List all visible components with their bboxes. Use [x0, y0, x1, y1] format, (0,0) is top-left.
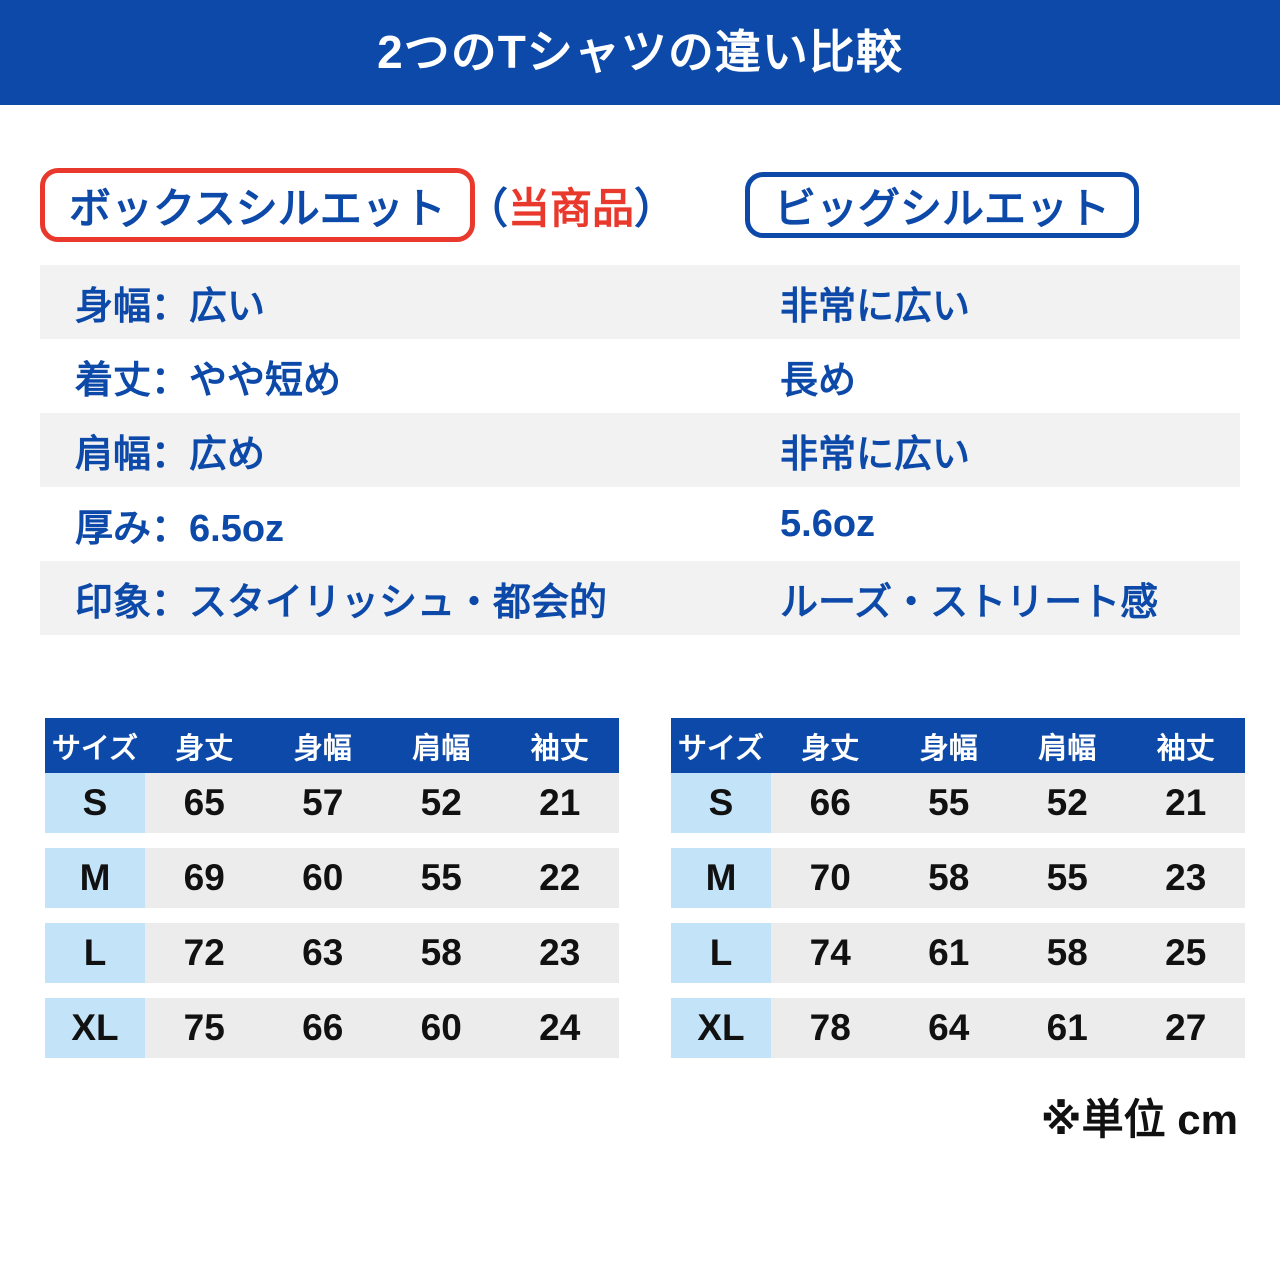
size-table-left-header: サイズ 身丈 身幅 肩幅 袖丈: [45, 718, 619, 773]
value-cell: 60: [263, 848, 382, 908]
size-table-left: サイズ 身丈 身幅 肩幅 袖丈 S 65 57 52 21 M 69 60 55…: [45, 718, 619, 1058]
size-row-l: L 74 61 58 25: [671, 923, 1245, 983]
size-cell: M: [671, 848, 771, 908]
note-text: 当商品: [508, 184, 635, 232]
value-cell: 21: [1126, 773, 1245, 833]
comparison-left-value: 厚み：6.5oz: [75, 507, 285, 550]
header-shoulder-width: 肩幅: [1038, 732, 1097, 765]
value-cell: 66: [771, 773, 890, 833]
comparison-row-shoulder-width: 肩幅：広め 非常に広い: [40, 413, 1240, 487]
product-right-name: ビッグシルエット: [774, 184, 1111, 232]
value-cell: 22: [500, 848, 619, 908]
comparison-right-value: 5.6oz: [780, 502, 876, 545]
value-cell: 55: [889, 773, 1008, 833]
comparison-left-value: 印象：スタイリッシュ・都会的: [75, 581, 608, 624]
value-cell: 24: [500, 998, 619, 1058]
comparison-right-value: 長め: [780, 359, 857, 402]
product-right-name-box: ビッグシルエット: [745, 172, 1140, 238]
title-banner: 2つのTシャツの違い比較: [0, 0, 1280, 105]
value-cell: 21: [500, 773, 619, 833]
product-label-row: ボックスシルエット （当商品） ビッグシルエット: [0, 168, 1280, 248]
value-cell: 74: [771, 923, 890, 983]
header-body-width: 身幅: [293, 732, 352, 765]
value-cell: 58: [1008, 923, 1127, 983]
value-cell: 70: [771, 848, 890, 908]
comparison-row-body-width: 身幅：広い 非常に広い: [40, 265, 1240, 339]
header-body-width: 身幅: [919, 732, 978, 765]
comparison-right-value: 非常に広い: [780, 285, 971, 328]
comparison-right-value: ルーズ・ストリート感: [780, 581, 1159, 624]
value-cell: 23: [1126, 848, 1245, 908]
comparison-row-thickness: 厚み：6.5oz 5.6oz: [40, 487, 1240, 561]
size-cell: L: [45, 923, 145, 983]
size-table-right-header: サイズ 身丈 身幅 肩幅 袖丈: [671, 718, 1245, 773]
comparison-right-value: 非常に広い: [780, 433, 971, 476]
product-left-note: （当商品）: [466, 168, 676, 242]
value-cell: 57: [263, 773, 382, 833]
page-title: 2つのTシャツの違い比較: [377, 26, 903, 78]
comparison-left-value: 着丈：やや短め: [75, 359, 342, 402]
header-size: サイズ: [51, 732, 139, 765]
value-cell: 55: [382, 848, 501, 908]
value-cell: 60: [382, 998, 501, 1058]
size-row-m: M 70 58 55 23: [671, 848, 1245, 908]
unit-note: ※単位 cm: [1040, 1096, 1238, 1143]
size-cell: M: [45, 848, 145, 908]
value-cell: 23: [500, 923, 619, 983]
comparison-table: 身幅：広い 非常に広い 着丈：やや短め 長め 肩幅：広め 非常に広い 厚み：6.…: [40, 265, 1240, 635]
header-body-length: 身丈: [175, 732, 234, 765]
size-table-right: サイズ 身丈 身幅 肩幅 袖丈 S 66 55 52 21 M 70 58 55…: [671, 718, 1245, 1058]
comparison-left-value: 身幅：広い: [75, 285, 266, 328]
header-size: サイズ: [677, 732, 765, 765]
value-cell: 69: [145, 848, 264, 908]
value-cell: 58: [382, 923, 501, 983]
size-cell: XL: [671, 998, 771, 1058]
size-row-s: S 65 57 52 21: [45, 773, 619, 833]
value-cell: 72: [145, 923, 264, 983]
value-cell: 61: [1008, 998, 1127, 1058]
comparison-row-impression: 印象：スタイリッシュ・都会的 ルーズ・ストリート感: [40, 561, 1240, 635]
value-cell: 66: [263, 998, 382, 1058]
header-shoulder-width: 肩幅: [412, 732, 471, 765]
value-cell: 75: [145, 998, 264, 1058]
size-row-xl: XL 78 64 61 27: [671, 998, 1245, 1058]
product-left-name-box: ボックスシルエット: [40, 168, 475, 242]
value-cell: 27: [1126, 998, 1245, 1058]
value-cell: 58: [889, 848, 1008, 908]
comparison-left-value: 肩幅：広め: [75, 433, 266, 476]
size-row-s: S 66 55 52 21: [671, 773, 1245, 833]
value-cell: 61: [889, 923, 1008, 983]
size-row-m: M 69 60 55 22: [45, 848, 619, 908]
header-sleeve-length: 袖丈: [1156, 732, 1215, 765]
product-left-name: ボックスシルエット: [69, 184, 446, 232]
size-cell: XL: [45, 998, 145, 1058]
note-open-paren: （: [466, 184, 509, 232]
value-cell: 55: [1008, 848, 1127, 908]
size-cell: L: [671, 923, 771, 983]
size-row-xl: XL 75 66 60 24: [45, 998, 619, 1058]
header-body-length: 身丈: [801, 732, 860, 765]
value-cell: 25: [1126, 923, 1245, 983]
size-cell: S: [671, 773, 771, 833]
note-close-paren: ）: [634, 184, 677, 232]
value-cell: 64: [889, 998, 1008, 1058]
value-cell: 52: [1008, 773, 1127, 833]
header-sleeve-length: 袖丈: [530, 732, 589, 765]
value-cell: 52: [382, 773, 501, 833]
value-cell: 65: [145, 773, 264, 833]
value-cell: 63: [263, 923, 382, 983]
value-cell: 78: [771, 998, 890, 1058]
comparison-row-length: 着丈：やや短め 長め: [40, 339, 1240, 413]
size-row-l: L 72 63 58 23: [45, 923, 619, 983]
size-cell: S: [45, 773, 145, 833]
